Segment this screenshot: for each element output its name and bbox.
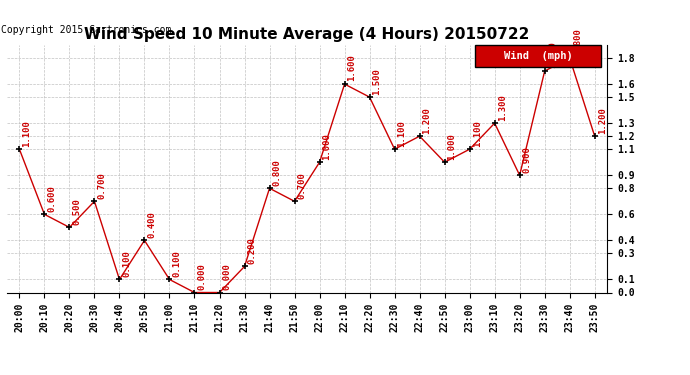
- Text: 1.100: 1.100: [22, 120, 32, 147]
- Text: 1.500: 1.500: [373, 68, 382, 94]
- Text: Wind  (mph): Wind (mph): [504, 51, 573, 61]
- Text: Copyright 2015 Cartronics.com: Copyright 2015 Cartronics.com: [1, 25, 171, 35]
- Text: 0.600: 0.600: [48, 185, 57, 212]
- Text: 1.000: 1.000: [448, 133, 457, 160]
- Text: 0.500: 0.500: [72, 198, 81, 225]
- Text: 1.700: 1.700: [548, 42, 557, 69]
- Text: 0.000: 0.000: [222, 263, 232, 290]
- Text: 1.300: 1.300: [497, 94, 506, 120]
- Text: 0.100: 0.100: [122, 250, 132, 277]
- Text: 0.700: 0.700: [297, 172, 306, 199]
- Text: 1.600: 1.600: [348, 55, 357, 81]
- Text: 1.200: 1.200: [422, 107, 432, 134]
- Text: 0.700: 0.700: [97, 172, 106, 199]
- FancyBboxPatch shape: [475, 45, 601, 67]
- Text: 0.400: 0.400: [148, 211, 157, 238]
- Text: 1.100: 1.100: [397, 120, 406, 147]
- Text: 1.000: 1.000: [322, 133, 332, 160]
- Text: 0.800: 0.800: [273, 159, 282, 186]
- Text: 1.100: 1.100: [473, 120, 482, 147]
- Text: 0.900: 0.900: [522, 146, 532, 172]
- Text: 0.200: 0.200: [248, 237, 257, 264]
- Text: 1.800: 1.800: [573, 28, 582, 56]
- Text: 1.200: 1.200: [598, 107, 607, 134]
- Text: 0.000: 0.000: [197, 263, 206, 290]
- Text: 0.100: 0.100: [172, 250, 181, 277]
- Title: Wind Speed 10 Minute Average (4 Hours) 20150722: Wind Speed 10 Minute Average (4 Hours) 2…: [84, 27, 530, 42]
